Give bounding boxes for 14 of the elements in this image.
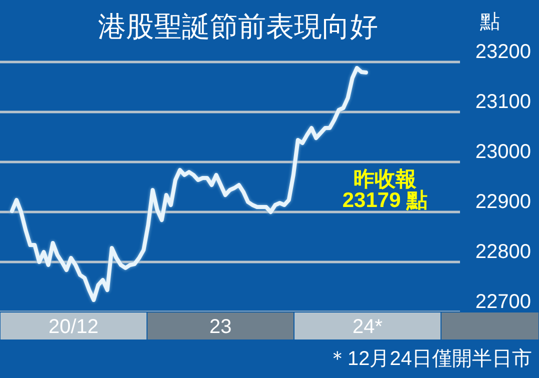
y-tick-label: 22800 (475, 241, 531, 263)
text: ＊12月24日僅開半日市 (328, 348, 532, 370)
text: 24* (352, 316, 383, 338)
y-tick-label: 23200 (475, 41, 531, 63)
y-tick-label: 23000 (475, 141, 531, 163)
y-tick-label: 22700 (475, 291, 531, 313)
annotation: 昨收報 (354, 168, 416, 191)
y-tick-label: 22900 (475, 191, 531, 213)
text: 23 (209, 316, 232, 338)
y-tick-label: 23100 (475, 91, 531, 113)
chart-title: 港股聖誕節前表現向好 (98, 11, 378, 42)
text: 20/12 (48, 316, 99, 338)
annotation: 23179 點 (342, 189, 428, 212)
y-axis-title: 點 (479, 11, 500, 33)
